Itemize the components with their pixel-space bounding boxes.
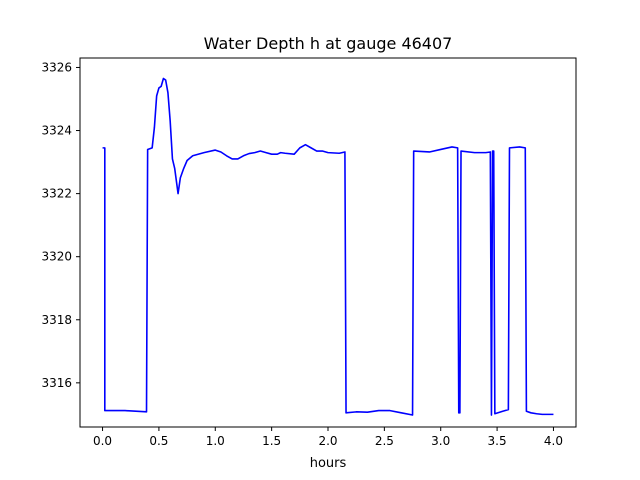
x-tick-label: 1.5	[262, 434, 281, 448]
x-tick-label: 3.5	[488, 434, 507, 448]
series-layer	[102, 77, 554, 416]
y-tick-label: 3316	[41, 376, 72, 390]
x-axis-ticks: 0.0 0.5 1.0 1.5 2.0 2.5 3.0 3.5 4.0	[93, 427, 563, 448]
x-tick-label: 2.5	[375, 434, 394, 448]
x-tick-label: 0.0	[93, 434, 112, 448]
x-tick-label: 4.0	[544, 434, 563, 448]
y-tick-label: 3322	[41, 187, 72, 201]
x-tick-label: 1.0	[206, 434, 225, 448]
y-tick-label: 3324	[41, 124, 72, 138]
x-axis-label: hours	[310, 456, 347, 471]
y-tick-label: 3320	[41, 250, 72, 264]
plot-area	[80, 58, 576, 427]
x-tick-label: 0.5	[149, 434, 168, 448]
series-line-0	[102, 77, 554, 416]
y-tick-label: 3326	[41, 60, 72, 74]
y-tick-label: 3318	[41, 313, 72, 327]
y-axis-ticks: 3316 3318 3320 3322 3324 3326	[41, 60, 80, 390]
chart-title: Water Depth h at gauge 46407	[204, 34, 453, 53]
x-tick-label: 3.0	[431, 434, 450, 448]
x-tick-label: 2.0	[318, 434, 337, 448]
